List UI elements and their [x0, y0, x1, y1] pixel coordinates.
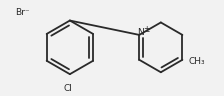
- Text: N: N: [137, 29, 144, 37]
- Text: Br⁻: Br⁻: [15, 8, 29, 17]
- Text: CH₃: CH₃: [188, 57, 205, 66]
- Text: Cl: Cl: [64, 84, 72, 93]
- Text: ±: ±: [143, 25, 149, 34]
